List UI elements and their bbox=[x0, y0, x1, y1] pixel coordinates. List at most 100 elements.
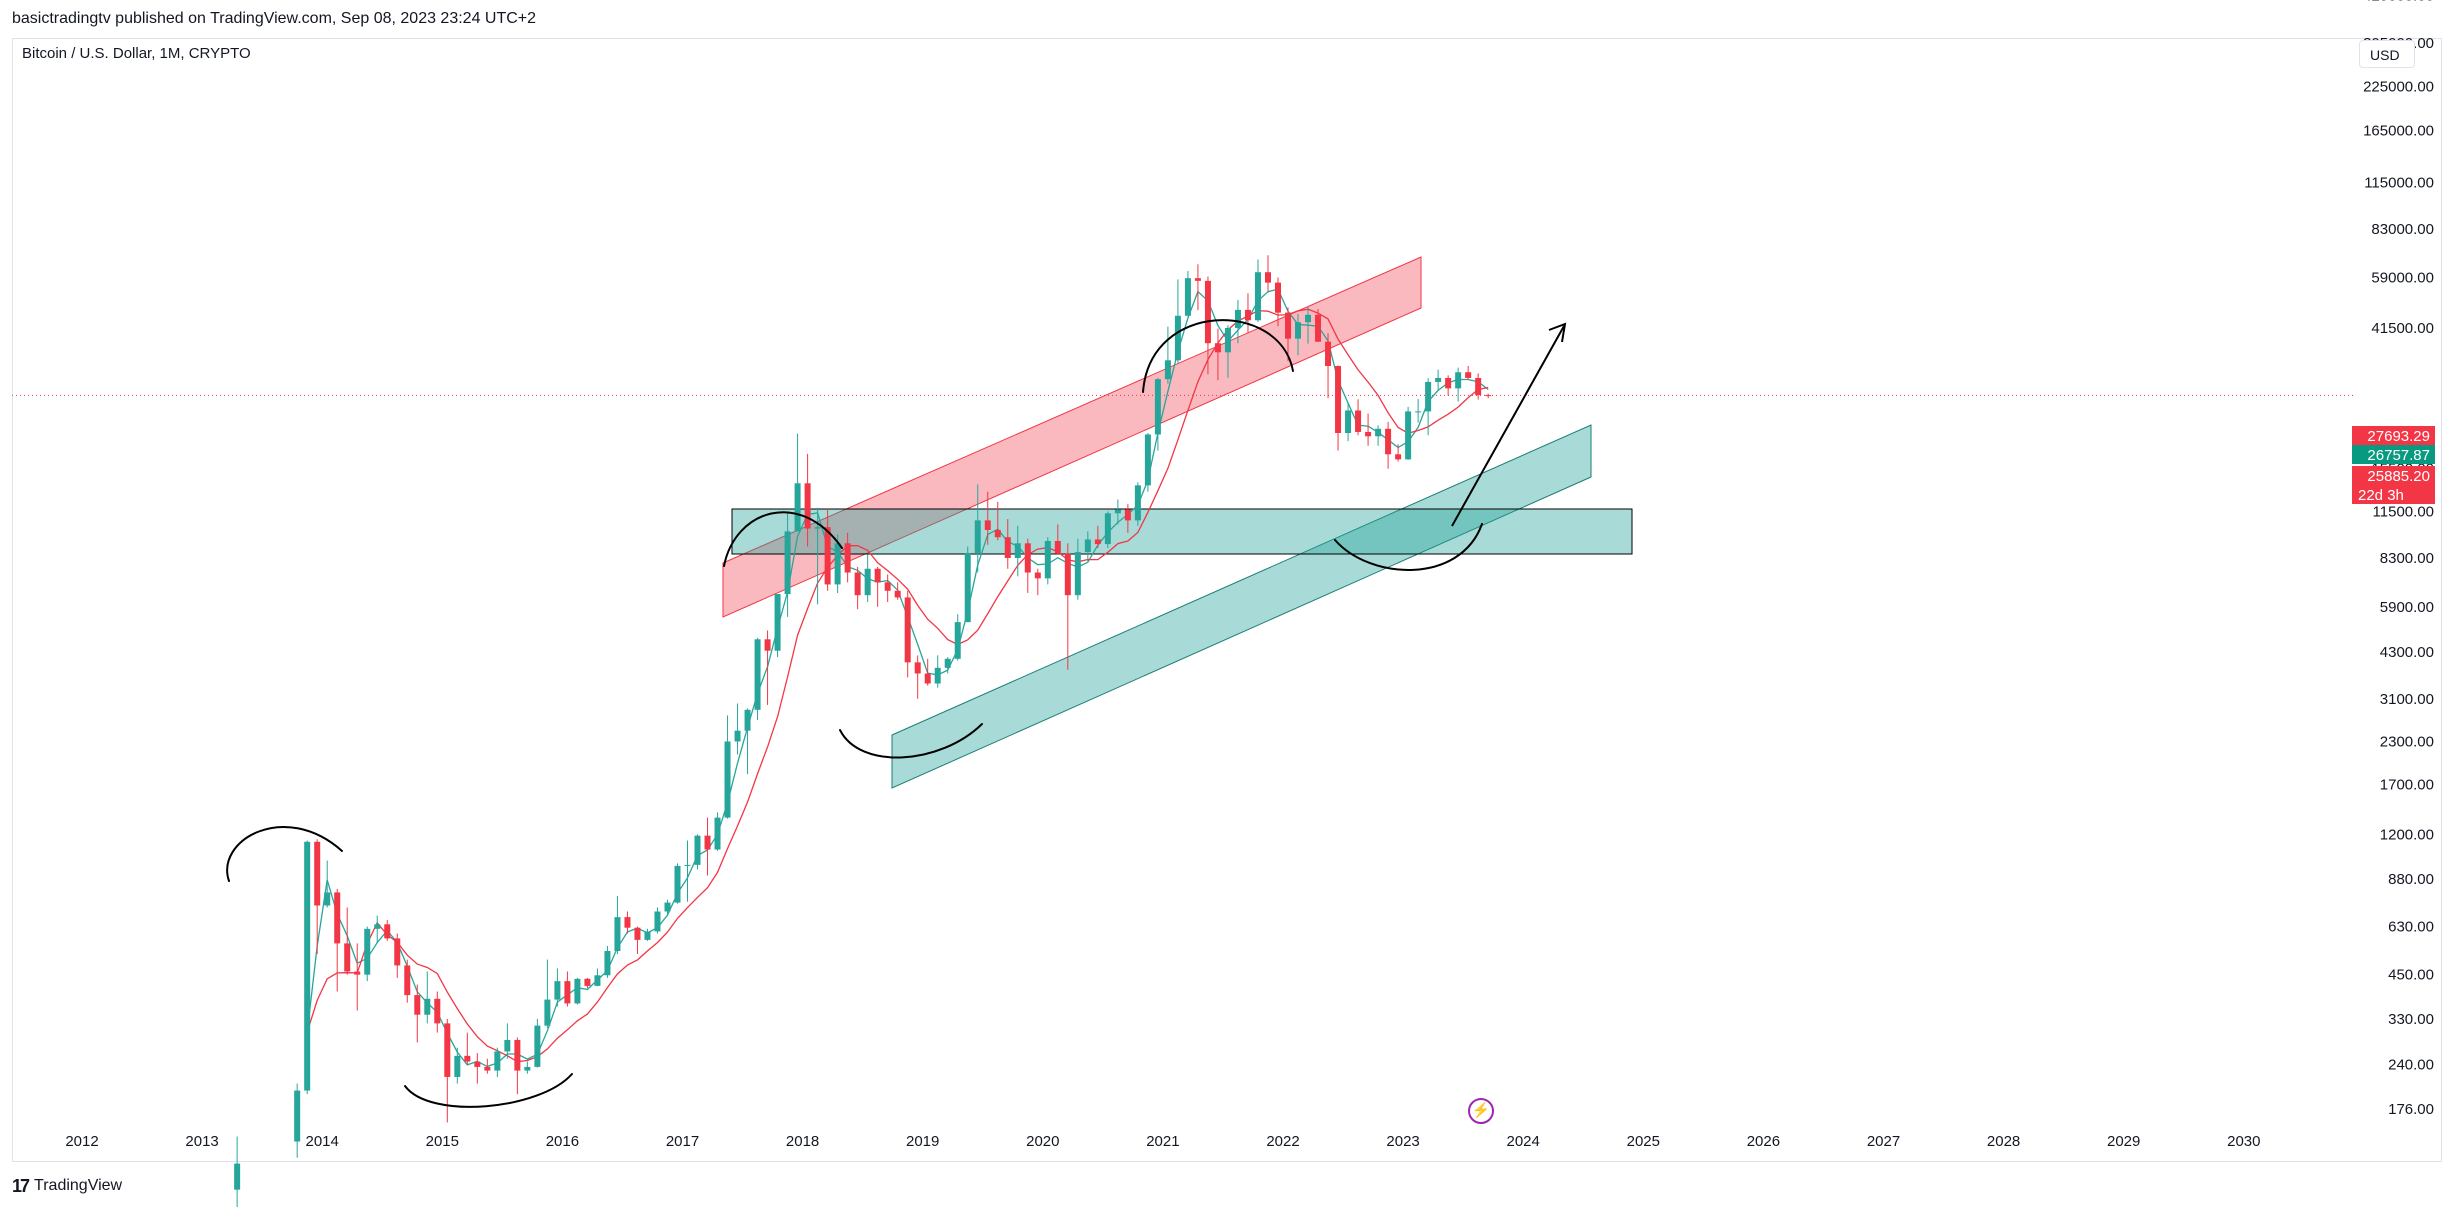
candle bbox=[544, 959, 551, 1028]
candle-body bbox=[534, 1025, 541, 1067]
candle bbox=[804, 453, 811, 547]
x-tick-label: 2029 bbox=[2107, 1133, 2140, 1150]
candle-body bbox=[1315, 314, 1322, 342]
y-tick-label: 2300.00 bbox=[2380, 733, 2434, 750]
candle-body bbox=[984, 520, 991, 530]
candle bbox=[1355, 399, 1362, 436]
candle bbox=[774, 594, 781, 658]
candle bbox=[584, 977, 591, 988]
candle bbox=[314, 839, 321, 954]
candle-body bbox=[704, 835, 711, 850]
candle-body bbox=[1154, 379, 1161, 435]
candle-body bbox=[1425, 381, 1432, 412]
candle bbox=[554, 968, 561, 1007]
candle bbox=[714, 812, 721, 851]
candle-body bbox=[824, 527, 831, 585]
candle bbox=[1435, 369, 1442, 390]
candle-body bbox=[444, 1023, 451, 1077]
candle-body bbox=[1054, 540, 1061, 554]
candle-body bbox=[1395, 454, 1402, 460]
red-channel-zone bbox=[722, 256, 1422, 618]
candle-body bbox=[414, 995, 421, 1015]
candle-body bbox=[834, 543, 841, 585]
candle bbox=[514, 1037, 521, 1095]
y-tick-label: 41500.00 bbox=[2371, 320, 2434, 337]
y-tick-label: 59000.00 bbox=[2371, 270, 2434, 287]
candle-body bbox=[1064, 553, 1071, 596]
candle bbox=[1074, 538, 1081, 600]
candle bbox=[1194, 264, 1201, 311]
candle-body bbox=[394, 938, 401, 966]
candle-body bbox=[1124, 509, 1131, 521]
candle bbox=[734, 703, 741, 755]
candle-body bbox=[574, 978, 581, 1004]
candle bbox=[1385, 421, 1392, 469]
candlesticks bbox=[234, 255, 1492, 1207]
candle bbox=[704, 817, 711, 876]
candle-body bbox=[1244, 309, 1251, 321]
candle bbox=[1204, 276, 1211, 375]
candle bbox=[654, 907, 661, 934]
candle bbox=[974, 484, 981, 573]
candle-body bbox=[1274, 282, 1281, 313]
candle-body bbox=[614, 917, 621, 951]
x-tick-label: 2021 bbox=[1146, 1133, 1179, 1150]
lightning-icon[interactable]: ⚡ bbox=[1468, 1098, 1494, 1124]
candle-body bbox=[1134, 485, 1141, 521]
price-labels: 27693.29 26757.87 25885.20 22d 3h bbox=[2352, 426, 2435, 504]
candle-body bbox=[564, 981, 571, 1004]
x-tick-label: 2023 bbox=[1386, 1133, 1419, 1150]
candle-body bbox=[484, 1066, 491, 1071]
candle-body bbox=[494, 1051, 501, 1071]
candle bbox=[1445, 375, 1452, 396]
forecast-arrow-head bbox=[1548, 322, 1567, 343]
candle-body bbox=[1385, 428, 1392, 455]
currency-button[interactable]: USD bbox=[2359, 40, 2415, 68]
candle-body bbox=[1415, 411, 1422, 413]
candle bbox=[1134, 482, 1141, 526]
candle bbox=[624, 911, 631, 934]
candle bbox=[1244, 293, 1251, 334]
footer-brand[interactable]: 17 TradingView bbox=[12, 1172, 122, 1200]
candle-body bbox=[1024, 543, 1031, 573]
candle-body bbox=[1365, 431, 1372, 437]
candle bbox=[474, 1053, 481, 1084]
green-channel-zone bbox=[891, 424, 1592, 789]
candle bbox=[934, 655, 941, 688]
candle-body bbox=[474, 1061, 481, 1067]
candle-body bbox=[1345, 410, 1352, 434]
candle bbox=[1094, 525, 1101, 549]
candle-body bbox=[914, 662, 921, 674]
candle-body bbox=[754, 639, 761, 710]
y-tick-label: 176.00 bbox=[2388, 1101, 2434, 1118]
candle bbox=[1485, 393, 1492, 399]
candle-body bbox=[1254, 272, 1261, 321]
price-axis: 600000.00425000.00305000.00225000.001650… bbox=[2363, 0, 2434, 1118]
y-tick-label: 425000.00 bbox=[2363, 0, 2434, 4]
candle-body bbox=[994, 529, 1001, 538]
candle bbox=[684, 840, 691, 902]
candle-body bbox=[324, 892, 331, 906]
candle bbox=[864, 554, 871, 603]
candle bbox=[1054, 524, 1061, 555]
candle-body bbox=[1114, 509, 1121, 514]
symbol-legend[interactable]: Bitcoin / U.S. Dollar, 1M, CRYPTO bbox=[22, 45, 251, 62]
candle bbox=[644, 928, 651, 941]
candle-body bbox=[454, 1055, 461, 1077]
top-arc-2013 bbox=[226, 826, 343, 882]
candle-body bbox=[1335, 366, 1342, 434]
candle-body bbox=[1435, 377, 1442, 382]
candle bbox=[824, 508, 831, 591]
y-tick-label: 83000.00 bbox=[2371, 221, 2434, 238]
candle bbox=[1174, 279, 1181, 364]
candle bbox=[1004, 519, 1011, 569]
x-tick-label: 2015 bbox=[426, 1133, 459, 1150]
candle bbox=[954, 614, 961, 661]
candle-body bbox=[1234, 309, 1241, 328]
bottom-arc-2015 bbox=[404, 1073, 573, 1108]
candle bbox=[1375, 425, 1382, 446]
candle bbox=[1285, 307, 1292, 362]
candle-body bbox=[504, 1039, 511, 1052]
price-label-text: 25885.20 bbox=[2367, 468, 2430, 485]
